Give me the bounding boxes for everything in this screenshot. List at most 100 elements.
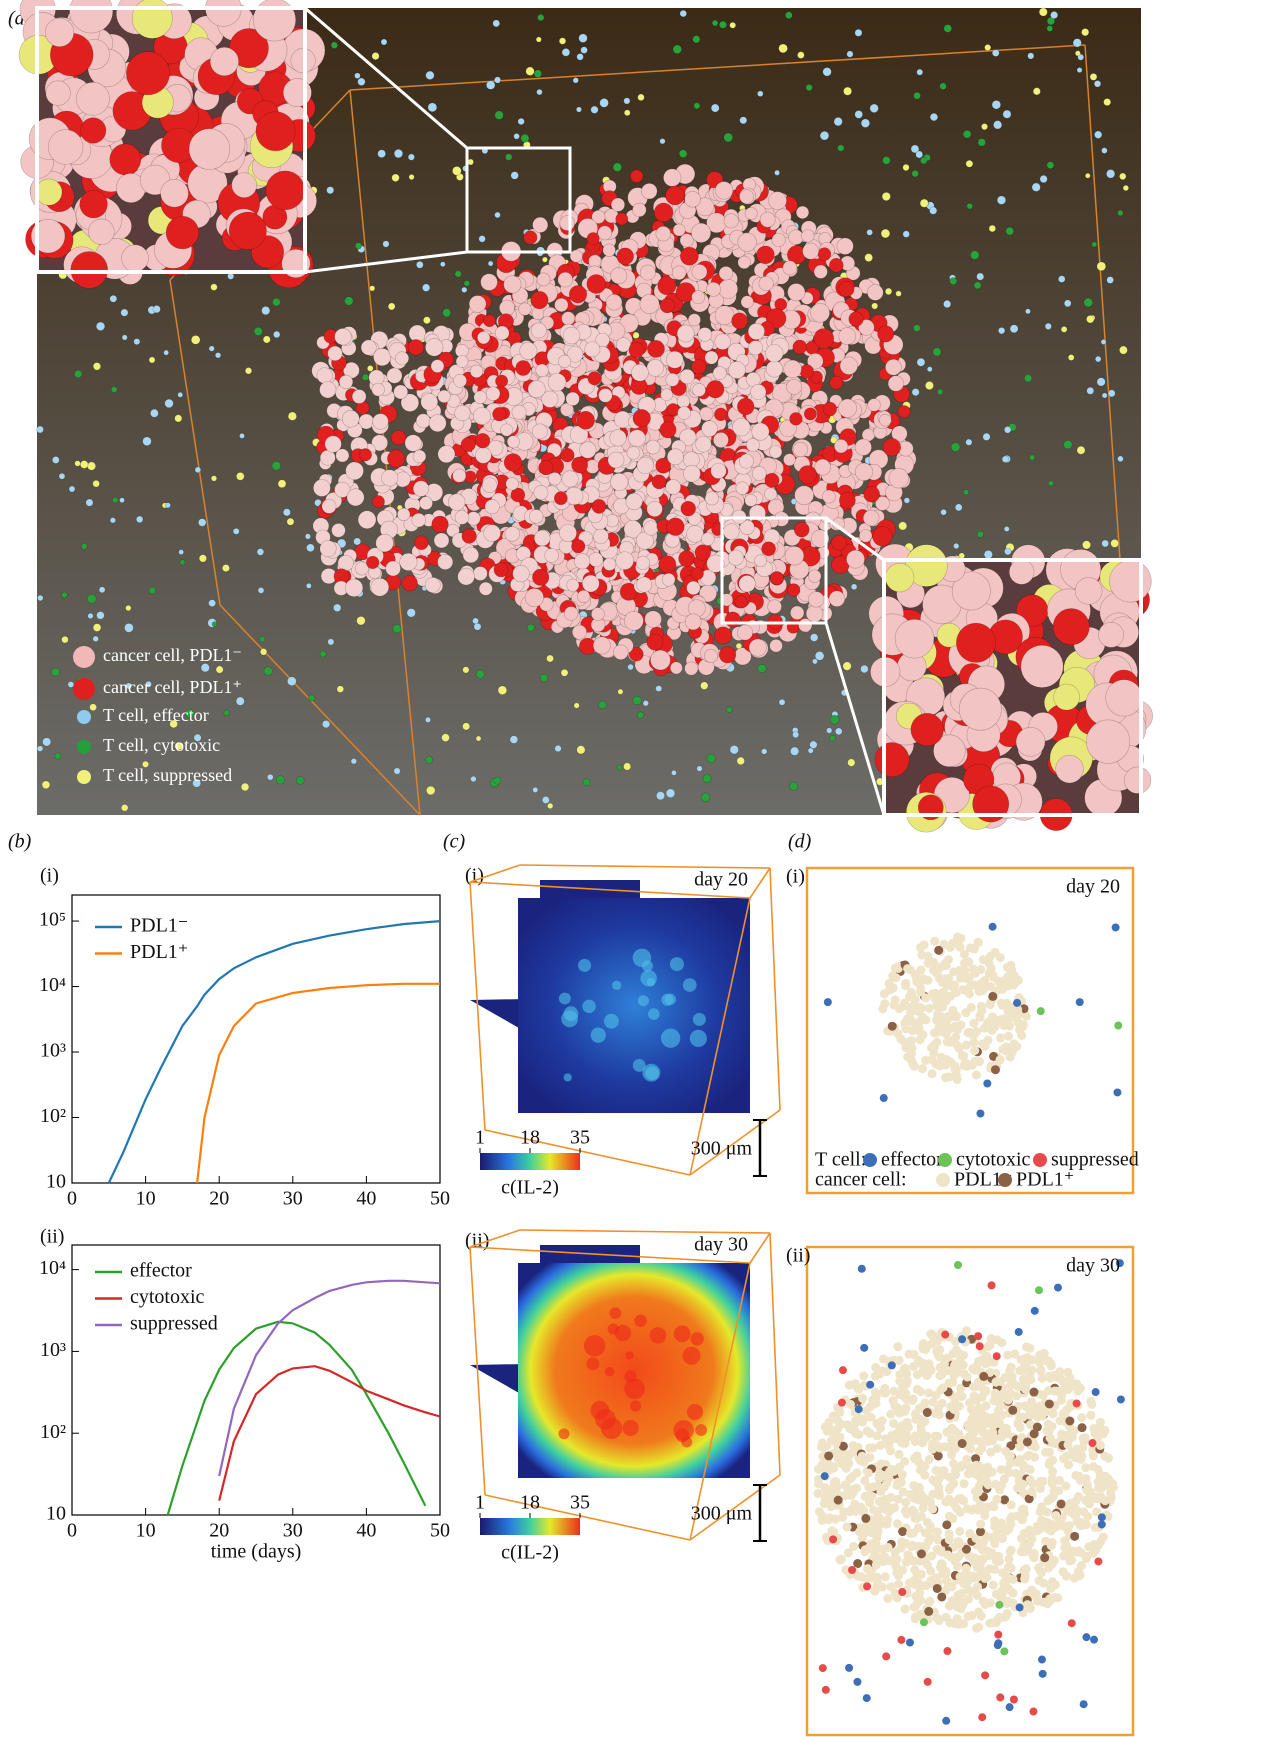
cancer-cell [660,422,676,438]
cancer-cell [1023,1353,1032,1362]
t-cell [272,461,281,470]
cancer-cell [784,360,802,378]
t-cell [737,757,745,765]
cancer-cell [71,252,108,289]
cancer-cell [886,985,895,994]
hot-spot [647,978,656,987]
cancer-cell [895,619,934,658]
t-cell [880,1094,888,1102]
x-tick-label: 20 [209,1520,229,1542]
cancer-cell [946,1038,955,1047]
t-cell [583,779,590,786]
cancer-cell [408,339,424,355]
cancer-cell [1078,1423,1087,1432]
cancer-cell [909,1494,918,1503]
subpanel-label: (ii) [786,1245,810,1267]
colorbar [480,1153,580,1170]
cancer-cell [691,567,703,579]
t-cell [628,664,634,670]
t-cell [511,172,519,180]
t-cell [1076,998,1084,1006]
cancer-cell [666,480,681,495]
cancer-cell [387,368,402,383]
t-cell [758,664,766,672]
cancer-cell [707,381,724,398]
t-cell [344,297,353,306]
cancer-cell [425,577,440,592]
cancer-cell [924,952,933,961]
cancer-cell [900,1365,909,1374]
cancer-cell [1007,1500,1016,1509]
t-cell [679,150,687,158]
cancer-cell [630,170,643,183]
t-cell [925,381,933,389]
t-cell [495,212,501,218]
t-cell [1102,393,1107,398]
t-cell [408,154,414,160]
cancer-cell [863,510,879,526]
cancer-cell [1010,1349,1019,1358]
cancer-cell [88,219,114,245]
cancer-cell [434,533,449,548]
cancer-cell [1055,1367,1064,1376]
cancer-cell [931,989,940,998]
cancer-cell [711,463,727,479]
cube-edge [520,865,770,868]
t-cell [81,543,87,549]
t-cell [920,157,927,164]
t-cell [209,346,215,352]
subpanel-label: (ii) [40,1226,64,1248]
cancer-cell [1038,1374,1047,1383]
t-cell [981,123,987,129]
t-cell [97,611,105,619]
cancer-cell [794,522,809,537]
cancer-cell [938,1002,947,1011]
t-cell [983,433,990,440]
hot-spot [564,1073,572,1081]
t-cell [442,734,450,742]
x-tick-label: 10 [136,1520,156,1542]
cancer-cell [1065,1521,1074,1530]
cancer-cell [36,179,62,205]
cancer-cell [909,1350,918,1359]
t-cell [257,549,264,556]
cancer-cell [925,1597,934,1606]
t-cell [1075,51,1080,56]
cancer-cell [855,463,873,481]
cancer-cell [894,1571,903,1580]
cancer-cell [528,380,545,397]
cancer-cell [894,1405,903,1414]
t-cell [69,486,75,492]
cancer-cell [685,662,698,675]
cancer-cell [1033,1423,1042,1432]
cancer-cell [850,1500,859,1509]
t-cell [943,300,950,307]
cancer-cell [475,433,490,448]
cancer-cell [1062,1452,1071,1461]
cancer-cell [840,357,858,375]
cancer-cell [484,525,501,542]
cancer-cell [714,627,731,644]
cancer-cell [878,1583,887,1592]
cancer-cell [940,1021,949,1030]
cancer-cell [613,645,628,660]
t-cell [273,331,280,338]
cancer-cell [414,536,428,550]
cancer-cell [945,1535,954,1544]
t-cell [283,509,290,516]
cancer-cell [790,606,804,620]
cancer-cell [453,374,466,387]
cancer-cell [912,1514,921,1523]
cancer-cell [210,47,239,76]
t-cell [110,518,116,524]
cancer-cell [769,446,782,459]
t-cell [1048,481,1053,486]
cancer-cell [320,382,336,398]
t-cell [591,106,598,113]
cancer-cell [992,1495,1001,1504]
cancer-cell [640,294,659,313]
t-cell [774,170,779,175]
cancer-cell [839,328,856,345]
hot-spot [578,959,591,972]
cancer-cell [944,1072,953,1081]
